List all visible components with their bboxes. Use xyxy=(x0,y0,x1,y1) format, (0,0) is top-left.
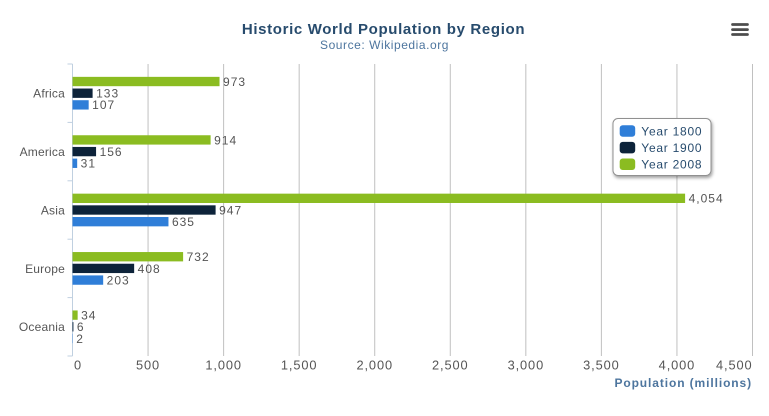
svg-text:408: 408 xyxy=(138,262,161,276)
svg-text:203: 203 xyxy=(107,273,130,287)
svg-text:3,500: 3,500 xyxy=(583,358,620,373)
svg-text:2,500: 2,500 xyxy=(432,358,469,373)
svg-text:133: 133 xyxy=(96,87,119,101)
svg-text:Africa: Africa xyxy=(33,87,65,101)
svg-text:1,500: 1,500 xyxy=(281,358,318,373)
svg-text:Year 1800: Year 1800 xyxy=(641,124,702,138)
svg-text:Year 1900: Year 1900 xyxy=(641,141,702,155)
svg-text:America: America xyxy=(20,145,66,159)
svg-text:Population (millions): Population (millions) xyxy=(614,376,752,390)
svg-text:Asia: Asia xyxy=(41,203,65,217)
svg-text:2: 2 xyxy=(76,332,84,346)
svg-text:Source: Wikipedia.org: Source: Wikipedia.org xyxy=(320,38,449,52)
svg-text:4,500: 4,500 xyxy=(716,358,753,373)
svg-text:Oceania: Oceania xyxy=(19,320,65,334)
svg-text:31: 31 xyxy=(81,157,96,171)
svg-text:6: 6 xyxy=(77,320,85,334)
svg-text:4,000: 4,000 xyxy=(659,358,696,373)
svg-text:Europe: Europe xyxy=(25,262,65,276)
svg-text:1,000: 1,000 xyxy=(205,358,242,373)
svg-text:947: 947 xyxy=(219,203,242,217)
svg-text:973: 973 xyxy=(223,75,246,89)
svg-text:34: 34 xyxy=(81,308,96,322)
svg-text:635: 635 xyxy=(172,215,195,229)
svg-text:0: 0 xyxy=(74,358,82,373)
svg-text:732: 732 xyxy=(187,250,210,264)
svg-text:914: 914 xyxy=(214,133,237,147)
svg-text:156: 156 xyxy=(100,145,123,159)
svg-text:Historic World Population by R: Historic World Population by Region xyxy=(242,21,525,38)
svg-text:3,000: 3,000 xyxy=(508,358,545,373)
svg-text:Year 2008: Year 2008 xyxy=(641,158,702,172)
svg-text:2,000: 2,000 xyxy=(356,358,393,373)
svg-text:107: 107 xyxy=(92,98,115,112)
svg-text:4,054: 4,054 xyxy=(689,192,724,206)
svg-text:500: 500 xyxy=(136,358,160,373)
